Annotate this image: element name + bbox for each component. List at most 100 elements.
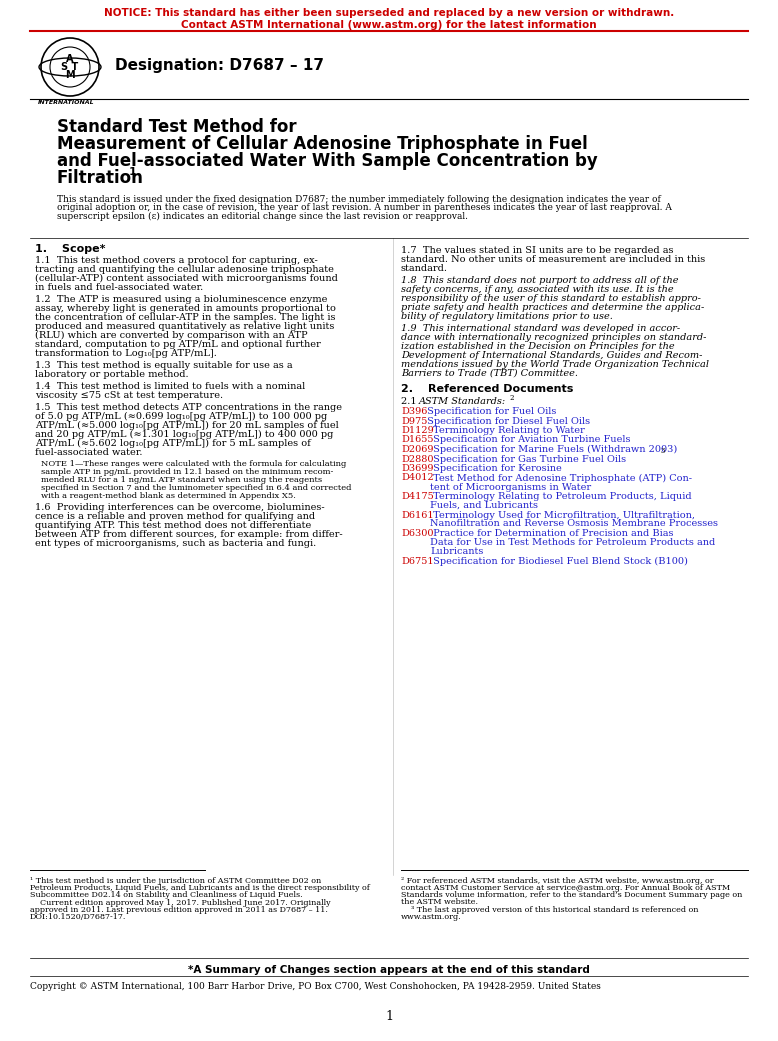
Text: 1.2  The ATP is measured using a bioluminescence enzyme: 1.2 The ATP is measured using a biolumin… [35, 295, 328, 304]
Text: 1.9  This international standard was developed in accor-: 1.9 This international standard was deve… [401, 324, 680, 333]
Text: tent of Microorganisms in Water: tent of Microorganisms in Water [430, 482, 591, 491]
Text: www.astm.org.: www.astm.org. [401, 913, 461, 921]
Text: Current edition approved May 1, 2017. Published June 2017. Originally: Current edition approved May 1, 2017. Pu… [30, 899, 331, 907]
Text: D1655: D1655 [401, 435, 433, 445]
Text: bility of regulatory limitations prior to use.: bility of regulatory limitations prior t… [401, 312, 613, 321]
Text: Lubricants: Lubricants [430, 547, 483, 556]
Text: quantifying ATP. This test method does not differentiate: quantifying ATP. This test method does n… [35, 520, 311, 530]
Text: in fuels and fuel-associated water.: in fuels and fuel-associated water. [35, 283, 203, 291]
Text: dance with internationally recognized principles on standard-: dance with internationally recognized pr… [401, 333, 706, 342]
Text: Terminology Used for Microfiltration, Ultrafiltration,: Terminology Used for Microfiltration, Ul… [430, 510, 695, 519]
Text: (RLU) which are converted by comparison with an ATP: (RLU) which are converted by comparison … [35, 331, 307, 340]
Text: Standards volume information, refer to the standard’s Document Summary page on: Standards volume information, refer to t… [401, 891, 742, 899]
Text: 1.1  This test method covers a protocol for capturing, ex-: 1.1 This test method covers a protocol f… [35, 256, 317, 265]
Text: 1.4  This test method is limited to fuels with a nominal: 1.4 This test method is limited to fuels… [35, 382, 305, 391]
Text: 2.1: 2.1 [401, 397, 423, 406]
Text: mendations issued by the World Trade Organization Technical: mendations issued by the World Trade Org… [401, 360, 709, 369]
Text: 1: 1 [129, 167, 137, 177]
Text: D1129: D1129 [401, 426, 434, 435]
Text: *A Summary of Changes section appears at the end of this standard: *A Summary of Changes section appears at… [188, 965, 590, 975]
Text: the concentration of cellular-ATP in the samples. The light is: the concentration of cellular-ATP in the… [35, 313, 335, 322]
Text: This standard is issued under the fixed designation D7687; the number immediatel: This standard is issued under the fixed … [57, 195, 661, 204]
Text: standard. No other units of measurement are included in this: standard. No other units of measurement … [401, 255, 705, 264]
Text: standard, computation to pg ATP/mL and optional further: standard, computation to pg ATP/mL and o… [35, 340, 321, 349]
Text: 1: 1 [385, 1010, 393, 1023]
Text: transformation to Log₁₀[pg ATP/mL].: transformation to Log₁₀[pg ATP/mL]. [35, 349, 217, 358]
Text: Specification for Diesel Fuel Oils: Specification for Diesel Fuel Oils [424, 416, 591, 426]
Text: 1.6  Providing interferences can be overcome, biolumines-: 1.6 Providing interferences can be overc… [35, 503, 324, 512]
Text: 2: 2 [510, 393, 514, 402]
Text: responsibility of the user of this standard to establish appro-: responsibility of the user of this stand… [401, 294, 701, 303]
Text: Terminology Relating to Water: Terminology Relating to Water [430, 426, 585, 435]
Text: INTERNATIONAL: INTERNATIONAL [38, 100, 95, 105]
Text: D2880: D2880 [401, 455, 433, 463]
Text: Barriers to Trade (TBT) Committee.: Barriers to Trade (TBT) Committee. [401, 369, 578, 378]
Text: D4175: D4175 [401, 492, 434, 501]
Text: safety concerns, if any, associated with its use. It is the: safety concerns, if any, associated with… [401, 285, 674, 294]
Text: 1.  Scope*: 1. Scope* [35, 244, 106, 254]
Text: Specification for Marine Fuels (Withdrawn 2003): Specification for Marine Fuels (Withdraw… [430, 445, 678, 454]
Text: Copyright © ASTM International, 100 Barr Harbor Drive, PO Box C700, West Conshoh: Copyright © ASTM International, 100 Barr… [30, 982, 601, 991]
Text: ¹ This test method is under the jurisdiction of ASTM Committee D02 on: ¹ This test method is under the jurisdic… [30, 877, 321, 885]
Text: of 5.0 pg ATP/mL (≈0.699 log₁₀[pg ATP/mL]) to 100 000 pg: of 5.0 pg ATP/mL (≈0.699 log₁₀[pg ATP/mL… [35, 412, 328, 422]
Text: D6161: D6161 [401, 510, 433, 519]
Text: ³ The last approved version of this historical standard is referenced on: ³ The last approved version of this hist… [401, 906, 699, 914]
Text: Specification for Kerosine: Specification for Kerosine [430, 464, 562, 473]
Text: priate safety and health practices and determine the applica-: priate safety and health practices and d… [401, 303, 704, 312]
Text: sample ATP in pg/mL provided in 12.1 based on the minimum recom-: sample ATP in pg/mL provided in 12.1 bas… [41, 468, 334, 476]
Text: superscript epsilon (ε) indicates an editorial change since the last revision or: superscript epsilon (ε) indicates an edi… [57, 212, 468, 221]
Text: Development of International Standards, Guides and Recom-: Development of International Standards, … [401, 351, 703, 360]
Text: Specification for Biodiesel Fuel Blend Stock (B100): Specification for Biodiesel Fuel Blend S… [430, 557, 688, 565]
Text: Fuels, and Lubricants: Fuels, and Lubricants [430, 501, 538, 510]
Text: viscosity ≤75 cSt at test temperature.: viscosity ≤75 cSt at test temperature. [35, 391, 223, 400]
Text: DOI:10.1520/D7687-17.: DOI:10.1520/D7687-17. [30, 913, 126, 921]
Text: D6300: D6300 [401, 529, 433, 538]
Text: M: M [65, 70, 75, 80]
Text: 3: 3 [661, 447, 664, 455]
Text: the ASTM website.: the ASTM website. [401, 898, 478, 906]
Text: tracting and quantifying the cellular adenosine triphosphate: tracting and quantifying the cellular ad… [35, 265, 334, 274]
Text: with a reagent-method blank as determined in Appendix X5.: with a reagent-method blank as determine… [41, 492, 296, 500]
Text: Subcommittee D02.14 on Stability and Cleanliness of Liquid Fuels.: Subcommittee D02.14 on Stability and Cle… [30, 891, 303, 899]
Text: Data for Use in Test Methods for Petroleum Products and: Data for Use in Test Methods for Petrole… [430, 538, 715, 547]
Text: ent types of microorganisms, such as bacteria and fungi.: ent types of microorganisms, such as bac… [35, 539, 316, 548]
Text: fuel-associated water.: fuel-associated water. [35, 448, 142, 457]
Text: D4012: D4012 [401, 474, 434, 482]
Text: and Fuel-associated Water With Sample Concentration by: and Fuel-associated Water With Sample Co… [57, 152, 598, 170]
Text: Specification for Fuel Oils: Specification for Fuel Oils [424, 407, 556, 416]
Text: Contact ASTM International (www.astm.org) for the latest information: Contact ASTM International (www.astm.org… [181, 20, 597, 30]
Text: ization established in the Decision on Principles for the: ization established in the Decision on P… [401, 342, 675, 351]
Text: Standard Test Method for: Standard Test Method for [57, 118, 296, 136]
Text: specified in Section 7 and the luminometer specified in 6.4 and corrected: specified in Section 7 and the luminomet… [41, 484, 352, 492]
Text: A: A [66, 54, 74, 64]
Text: Specification for Aviation Turbine Fuels: Specification for Aviation Turbine Fuels [430, 435, 630, 445]
Text: S T: S T [61, 62, 79, 72]
Text: between ATP from different sources, for example: from differ-: between ATP from different sources, for … [35, 530, 342, 539]
Text: D3699: D3699 [401, 464, 433, 473]
Text: 2.  Referenced Documents: 2. Referenced Documents [401, 384, 573, 393]
Text: ² For referenced ASTM standards, visit the ASTM website, www.astm.org, or: ² For referenced ASTM standards, visit t… [401, 877, 713, 885]
Text: laboratory or portable method.: laboratory or portable method. [35, 370, 188, 379]
Text: Practice for Determination of Precision and Bias: Practice for Determination of Precision … [430, 529, 674, 538]
Text: original adoption or, in the case of revision, the year of last revision. A numb: original adoption or, in the case of rev… [57, 203, 672, 212]
Text: contact ASTM Customer Service at service@astm.org. For Annual Book of ASTM: contact ASTM Customer Service at service… [401, 884, 730, 892]
Text: and 20 pg ATP/mL (≈1.301 log₁₀[pg ATP/mL]) to 400 000 pg: and 20 pg ATP/mL (≈1.301 log₁₀[pg ATP/mL… [35, 430, 334, 439]
Text: Test Method for Adenosine Triphosphate (ATP) Con-: Test Method for Adenosine Triphosphate (… [430, 474, 692, 483]
Text: Specification for Gas Turbine Fuel Oils: Specification for Gas Turbine Fuel Oils [430, 455, 626, 463]
Text: (cellular-ATP) content associated with microorganisms found: (cellular-ATP) content associated with m… [35, 274, 338, 283]
Text: D2069: D2069 [401, 445, 433, 454]
Text: Measurement of Cellular Adenosine Triphosphate in Fuel: Measurement of Cellular Adenosine Tripho… [57, 135, 587, 153]
Text: approved in 2011. Last previous edition approved in 2011 as D7687 – 11.: approved in 2011. Last previous edition … [30, 906, 328, 914]
Text: assay, whereby light is generated in amounts proportional to: assay, whereby light is generated in amo… [35, 304, 336, 313]
Text: ASTM Standards:: ASTM Standards: [419, 397, 506, 406]
Text: Terminology Relating to Petroleum Products, Liquid: Terminology Relating to Petroleum Produc… [430, 492, 692, 501]
Text: ATP/mL (≈5.602 log₁₀[pg ATP/mL]) for 5 mL samples of: ATP/mL (≈5.602 log₁₀[pg ATP/mL]) for 5 m… [35, 439, 310, 448]
Text: Designation: D7687 – 17: Designation: D7687 – 17 [115, 58, 324, 73]
Text: mended RLU for a 1 ng/mL ATP standard when using the reagents: mended RLU for a 1 ng/mL ATP standard wh… [41, 476, 322, 484]
Text: produced and measured quantitatively as relative light units: produced and measured quantitatively as … [35, 322, 335, 331]
Text: standard.: standard. [401, 264, 448, 273]
Text: D975: D975 [401, 416, 427, 426]
Text: cence is a reliable and proven method for qualifying and: cence is a reliable and proven method fo… [35, 512, 315, 520]
Text: Filtration: Filtration [57, 169, 144, 187]
Text: Petroleum Products, Liquid Fuels, and Lubricants and is the direct responsibilit: Petroleum Products, Liquid Fuels, and Lu… [30, 884, 370, 892]
